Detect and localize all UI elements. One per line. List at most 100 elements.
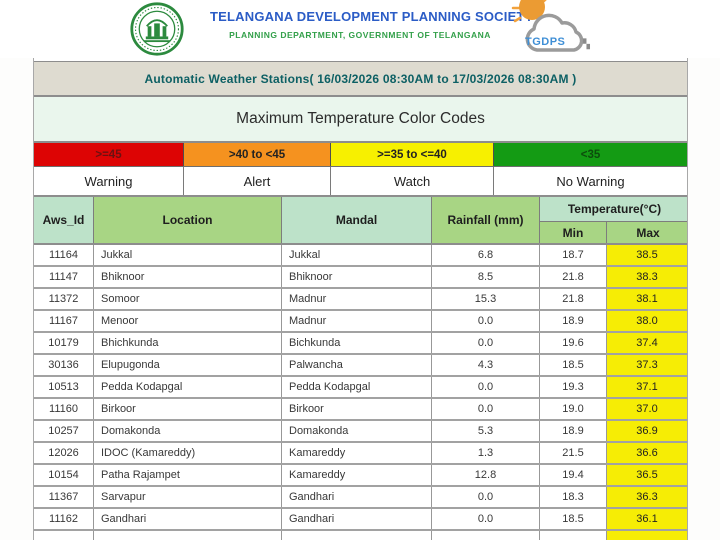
cell-aws-id: 11160 — [34, 399, 94, 419]
cell-temp-min: 18.3 — [540, 487, 607, 507]
table-row: 11162 Gandhari Gandhari 0.0 18.5 36.1 — [34, 509, 687, 531]
cell-temp-min: 21.8 — [540, 267, 607, 287]
col-header-mandal: Mandal — [282, 197, 432, 243]
cell-aws-id: 10257 — [34, 421, 94, 441]
table-row: 30136 Elupugonda Palwancha 4.3 18.5 37.3 — [34, 355, 687, 377]
cell-location: Birkoor — [94, 399, 282, 419]
cell-aws-id: 11164 — [34, 245, 94, 265]
cell-temp-max: 37.3 — [607, 355, 687, 375]
cell-location: Domakonda — [94, 421, 282, 441]
cell-temp-min: 19.3 — [540, 377, 607, 397]
cell-location: IDOC (Kamareddy) — [94, 443, 282, 463]
org-block: TELANGANA DEVELOPMENT PLANNING SOCIETY P… — [210, 9, 533, 40]
cell-rainfall: 1.3 — [432, 443, 540, 463]
cell-aws-id: 11167 — [34, 311, 94, 331]
table-row: 10257 Domakonda Domakonda 5.3 18.9 36.9 — [34, 421, 687, 443]
cell-temp-max: 36.1 — [607, 509, 687, 529]
cell-rainfall — [432, 531, 540, 540]
cell-mandal: Birkoor — [282, 399, 432, 419]
cell-rainfall: 0.0 — [432, 311, 540, 331]
cell-mandal — [282, 531, 432, 540]
cell-temp-max — [607, 531, 687, 540]
cell-rainfall: 0.0 — [432, 377, 540, 397]
cell-mandal: Domakonda — [282, 421, 432, 441]
cell-rainfall: 0.0 — [432, 333, 540, 353]
cell-temp-min: 19.4 — [540, 465, 607, 485]
cell-location: Sarvapur — [94, 487, 282, 507]
band-warning: >=45 — [34, 143, 184, 166]
cell-aws-id: 11162 — [34, 509, 94, 529]
table-row: 11147 Bhiknoor Bhiknoor 8.5 21.8 38.3 — [34, 267, 687, 289]
table-row: 11167 Menoor Madnur 0.0 18.9 38.0 — [34, 311, 687, 333]
cell-aws-id — [34, 531, 94, 540]
band-no-warning: <35 — [494, 143, 687, 166]
band-alert: >40 to <45 — [184, 143, 331, 166]
cell-rainfall: 4.3 — [432, 355, 540, 375]
label-alert: Alert — [184, 167, 331, 195]
cell-temp-max: 38.0 — [607, 311, 687, 331]
cell-temp-max: 36.3 — [607, 487, 687, 507]
col-header-min: Min — [540, 222, 607, 243]
label-warning: Warning — [34, 167, 184, 195]
cell-temp-min: 18.9 — [540, 421, 607, 441]
cell-aws-id: 10154 — [34, 465, 94, 485]
cell-rainfall: 0.0 — [432, 509, 540, 529]
cell-location — [94, 531, 282, 540]
tgdps-logo: TGDPS ▚ — [503, 0, 603, 58]
cell-temp-min: 18.7 — [540, 245, 607, 265]
cell-rainfall: 0.0 — [432, 487, 540, 507]
cell-temp-max: 36.9 — [607, 421, 687, 441]
band-range: >=45 — [95, 148, 122, 161]
cell-location: Patha Rajampet — [94, 465, 282, 485]
top-header: TELANGANA DEVELOPMENT PLANNING SOCIETY P… — [0, 0, 720, 58]
cell-temp-min: 19.6 — [540, 333, 607, 353]
report-period-banner: Automatic Weather Stations( 16/03/2026 0… — [34, 61, 687, 97]
table-row: 12026 IDOC (Kamareddy) Kamareddy 1.3 21.… — [34, 443, 687, 465]
cell-aws-id: 10513 — [34, 377, 94, 397]
band-labels: Warning Alert Watch No Warning — [34, 167, 687, 197]
cell-temp-min: 19.0 — [540, 399, 607, 419]
cell-aws-id: 10179 — [34, 333, 94, 353]
temperature-color-bands: >=45 >40 to <45 >=35 to <=40 <35 — [34, 143, 687, 167]
band-range: >40 to <45 — [228, 148, 286, 161]
cell-mandal: Kamareddy — [282, 465, 432, 485]
cell-aws-id: 11147 — [34, 267, 94, 287]
table-row: 11367 Sarvapur Gandhari 0.0 18.3 36.3 — [34, 487, 687, 509]
col-header-max: Max — [607, 222, 687, 243]
cell-location: Gandhari — [94, 509, 282, 529]
band-range: >=35 to <=40 — [377, 148, 447, 161]
cell-temp-max: 36.5 — [607, 465, 687, 485]
cell-rainfall: 5.3 — [432, 421, 540, 441]
cell-temp-max: 38.3 — [607, 267, 687, 287]
label-no-warning: No Warning — [556, 173, 625, 189]
cell-temp-min: 18.5 — [540, 355, 607, 375]
cell-temp-max: 38.5 — [607, 245, 687, 265]
cell-aws-id: 30136 — [34, 355, 94, 375]
cell-mandal: Madnur — [282, 289, 432, 309]
table-row — [34, 531, 687, 540]
cell-aws-id: 12026 — [34, 443, 94, 463]
cell-rainfall: 15.3 — [432, 289, 540, 309]
band-range: <35 — [580, 148, 601, 161]
cell-temp-min: 18.9 — [540, 311, 607, 331]
cell-mandal: Madnur — [282, 311, 432, 331]
table-row: 11372 Somoor Madnur 15.3 21.8 38.1 — [34, 289, 687, 311]
cell-location: Bhiknoor — [94, 267, 282, 287]
telangana-emblem-icon — [129, 1, 185, 57]
cell-location: Elupugonda — [94, 355, 282, 375]
cell-mandal: Pedda Kodapgal — [282, 377, 432, 397]
cell-rainfall: 12.8 — [432, 465, 540, 485]
cell-temp-max: 37.0 — [607, 399, 687, 419]
table-row: 10513 Pedda Kodapgal Pedda Kodapgal 0.0 … — [34, 377, 687, 399]
cell-temp-min — [540, 531, 607, 540]
cell-aws-id: 11367 — [34, 487, 94, 507]
cell-temp-max: 37.1 — [607, 377, 687, 397]
band-watch: >=35 to <=40 — [331, 143, 494, 166]
cell-rainfall: 6.8 — [432, 245, 540, 265]
sun-cloud-icon — [511, 0, 584, 52]
cell-temp-min: 21.5 — [540, 443, 607, 463]
raindrop-icon: ▚ — [583, 39, 590, 49]
col-header-aws-id: Aws_Id — [34, 197, 94, 243]
col-header-location: Location — [94, 197, 282, 243]
